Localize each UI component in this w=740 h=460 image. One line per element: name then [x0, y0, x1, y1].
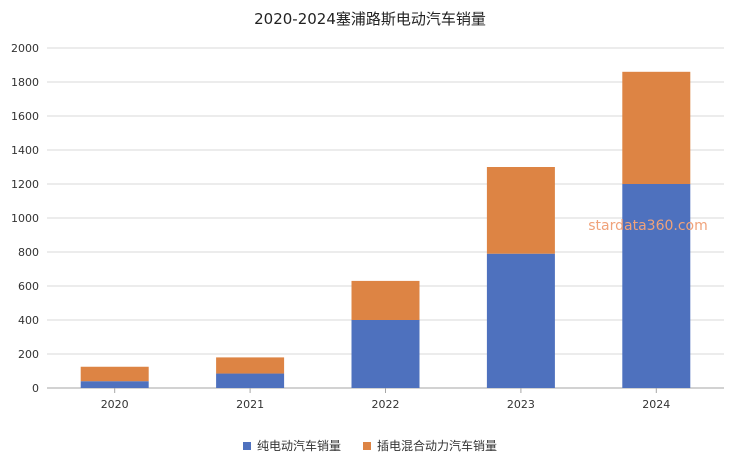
bar-phev[interactable] [216, 357, 285, 374]
y-tick-label: 1600 [11, 110, 39, 123]
y-tick-label: 0 [32, 382, 39, 395]
legend-item-bev[interactable]: 纯电动汽车销量 [242, 437, 341, 454]
x-tick-label: 2024 [642, 398, 670, 411]
legend-label-bev: 纯电动汽车销量 [256, 439, 341, 453]
bar-phev[interactable] [351, 280, 420, 320]
x-tick-label: 2021 [236, 398, 264, 411]
chart-title: 2020-2024塞浦路斯电动汽车销量 [254, 10, 486, 28]
y-tick-label: 400 [18, 314, 39, 327]
legend: 纯电动汽车销量 插电混合动力汽车销量 [0, 437, 740, 454]
bar-bev[interactable] [80, 381, 149, 388]
legend-item-phev[interactable]: 插电混合动力汽车销量 [363, 437, 497, 454]
bar-phev[interactable] [80, 366, 149, 382]
y-tick-label: 1400 [11, 144, 39, 157]
y-tick-label: 600 [18, 280, 39, 293]
x-tick-label: 2022 [372, 398, 400, 411]
y-tick-label: 1800 [11, 76, 39, 89]
legend-swatch-phev [363, 441, 371, 450]
x-tick-label: 2020 [101, 398, 129, 411]
y-tick-label: 200 [18, 348, 39, 361]
legend-label-phev: 插电混合动力汽车销量 [377, 439, 498, 453]
bar-bev[interactable] [622, 184, 691, 388]
bar-bev[interactable] [216, 373, 285, 388]
bar-phev[interactable] [486, 167, 555, 254]
y-tick-label: 1000 [11, 212, 39, 225]
x-tick-label: 2023 [507, 398, 535, 411]
y-tick-label: 1200 [11, 178, 39, 191]
y-tick-label: 800 [18, 246, 39, 259]
watermark-text: stardata360.com [588, 218, 707, 234]
bar-phev[interactable] [622, 71, 691, 184]
y-tick-label: 2000 [11, 42, 39, 55]
legend-swatch-bev [242, 441, 251, 450]
bar-bev[interactable] [351, 320, 420, 388]
bar-bev[interactable] [486, 253, 555, 388]
